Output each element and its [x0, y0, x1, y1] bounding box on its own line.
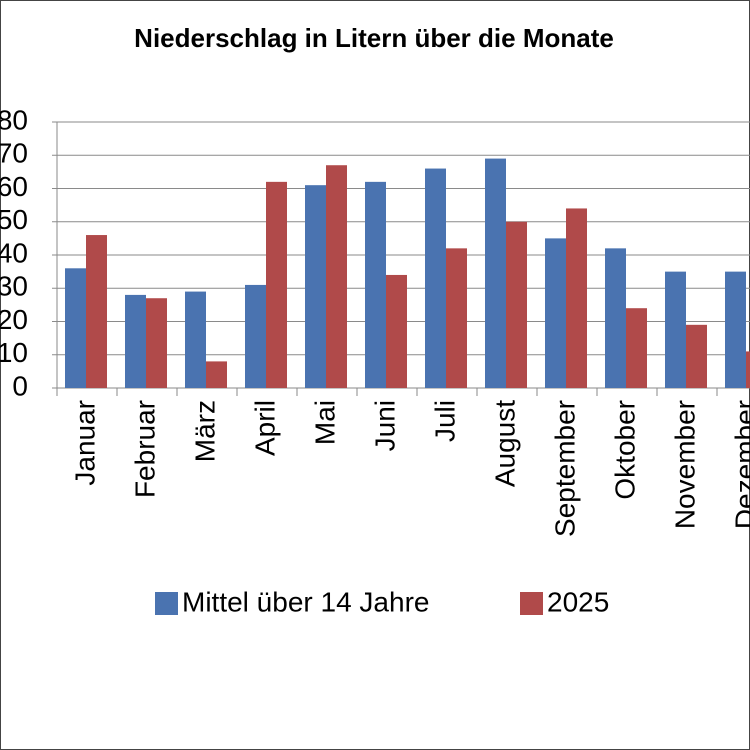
- bar: [665, 271, 686, 388]
- bar: [65, 268, 86, 388]
- x-tick-label: März: [189, 400, 220, 462]
- y-tick-label: 30: [0, 271, 28, 302]
- bar: [86, 235, 107, 388]
- y-tick-label: 50: [0, 204, 28, 235]
- chart-title: Niederschlag in Litern über die Monate: [134, 23, 614, 53]
- x-tick-label: Oktober: [609, 400, 640, 500]
- bar: [545, 238, 566, 388]
- bar: [566, 208, 587, 388]
- bar: [725, 271, 746, 388]
- bar: [185, 291, 206, 388]
- bar: [125, 294, 146, 388]
- x-tick-label: Juni: [369, 400, 400, 451]
- x-tick-label: September: [549, 400, 580, 537]
- bar: [386, 274, 407, 388]
- bar: [686, 324, 707, 388]
- y-tick-label: 40: [0, 237, 28, 268]
- bar: [305, 185, 326, 388]
- bar: [266, 181, 287, 388]
- bar: [626, 308, 647, 388]
- y-tick-label: 0: [12, 370, 28, 401]
- x-tick-label: Juli: [429, 400, 460, 442]
- legend-label: 2025: [547, 586, 609, 617]
- x-tick-label: April: [249, 400, 280, 456]
- bar: [485, 158, 506, 388]
- y-tick-label: 20: [0, 304, 28, 335]
- y-tick-label: 60: [0, 171, 28, 202]
- x-tick-label: August: [489, 400, 520, 487]
- bar: [446, 248, 467, 388]
- y-tick-label: 70: [0, 138, 28, 169]
- bar: [605, 248, 626, 388]
- legend-label: Mittel über 14 Jahre: [182, 586, 429, 617]
- bar: [206, 361, 227, 388]
- x-tick-label: Februar: [129, 400, 160, 498]
- legend-swatch: [155, 592, 178, 615]
- x-tick-label: November: [669, 400, 700, 529]
- y-tick-label: 80: [0, 104, 28, 135]
- x-tick-label: Dezember: [729, 400, 750, 529]
- bar: [425, 168, 446, 388]
- x-tick-label: Januar: [69, 400, 100, 486]
- bar: [326, 165, 347, 388]
- bar: [365, 181, 386, 388]
- bar: [746, 351, 750, 388]
- bar: [146, 298, 167, 388]
- bar: [506, 221, 527, 388]
- bar: [245, 284, 266, 388]
- y-tick-label: 10: [0, 337, 28, 368]
- x-tick-label: Mai: [309, 400, 340, 445]
- legend-swatch: [520, 592, 543, 615]
